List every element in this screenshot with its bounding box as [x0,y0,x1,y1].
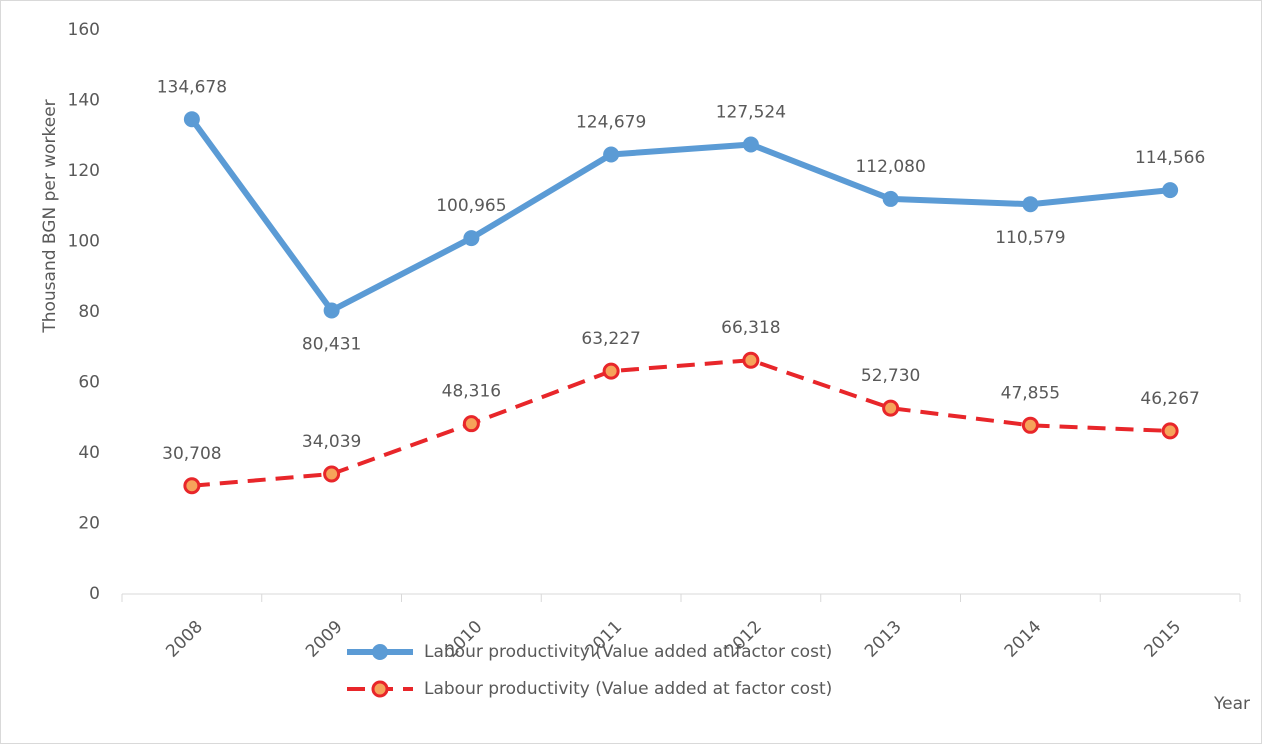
point [183,111,200,128]
data-label: 52,730 [861,366,920,386]
y-tick-label: 80 [78,302,100,322]
y-tick-label: 120 [68,161,100,181]
point [462,415,480,433]
legend-marker [371,680,389,698]
series-line [191,358,1171,488]
data-label: 112,080 [855,157,925,177]
point [1161,422,1179,440]
y-tick-label: 140 [68,91,100,111]
y-tick-label: 40 [78,443,100,463]
data-label: 127,524 [716,102,786,122]
data-label: 63,227 [581,329,640,349]
y-tick-label: 20 [78,514,100,534]
data-label: 46,267 [1140,389,1199,409]
point [882,399,900,417]
point [323,465,341,483]
point [742,351,760,369]
legend-marker [372,644,388,660]
legend-label: Labour productivity (Value added at fact… [424,642,832,662]
data-label: 47,855 [1001,383,1060,403]
point [602,362,620,380]
point [882,190,899,207]
data-label: 134,678 [157,77,227,97]
x-axis-label: Year [1213,694,1250,714]
data-label: 30,708 [162,444,221,464]
point [1021,416,1039,434]
point [742,136,759,153]
data-label: 110,579 [995,228,1065,248]
y-tick-label: 0 [89,584,100,604]
y-tick-label: 160 [68,20,100,40]
point [323,302,340,319]
data-label: 114,566 [1135,148,1205,168]
data-label: 100,965 [436,196,506,216]
data-label: 80,431 [302,334,361,354]
data-label: 48,316 [442,382,501,402]
y-tick-label: 100 [68,232,100,252]
point [603,146,620,163]
point [1022,196,1039,213]
y-axis-label: Thousand BGN per workeer [40,99,60,333]
point [1162,182,1179,199]
legend-label: Labour productivity (Value added at fact… [424,679,832,699]
data-label: 66,318 [721,318,780,338]
data-label: 124,679 [576,113,646,133]
series-line [189,117,1171,314]
point [183,477,201,495]
data-label: 34,039 [302,432,361,452]
point [463,230,480,247]
y-tick-label: 60 [78,373,100,393]
